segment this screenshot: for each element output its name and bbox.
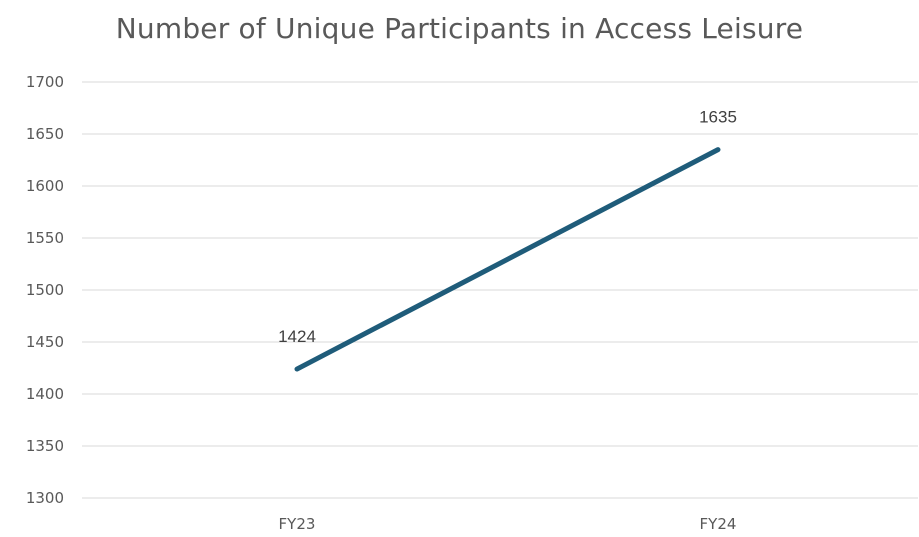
data-label: 1424 <box>278 327 316 346</box>
x-tick-label: FY24 <box>700 515 737 533</box>
y-tick-label: 1400 <box>26 385 64 403</box>
x-tick-label: FY23 <box>279 515 316 533</box>
y-tick-label: 1350 <box>26 437 64 455</box>
y-tick-label: 1700 <box>26 73 64 91</box>
chart-title: Number of Unique Participants in Access … <box>115 12 804 45</box>
y-tick-label: 1300 <box>26 489 64 507</box>
series-line <box>294 147 721 372</box>
y-tick-label: 1650 <box>26 125 64 143</box>
y-tick-label: 1550 <box>26 229 64 247</box>
y-tick-label: 1450 <box>26 333 64 351</box>
x-axis-ticks: FY23 FY24 <box>279 515 737 533</box>
gridlines <box>82 81 918 499</box>
data-labels: 1424 1635 <box>278 108 737 346</box>
series <box>294 147 721 372</box>
y-axis-ticks: 1300 1350 1400 1450 1500 1550 1600 1650 1700 <box>26 73 64 507</box>
data-label: 1635 <box>699 108 737 127</box>
y-tick-label: 1500 <box>26 281 64 299</box>
y-tick-label: 1600 <box>26 177 64 195</box>
